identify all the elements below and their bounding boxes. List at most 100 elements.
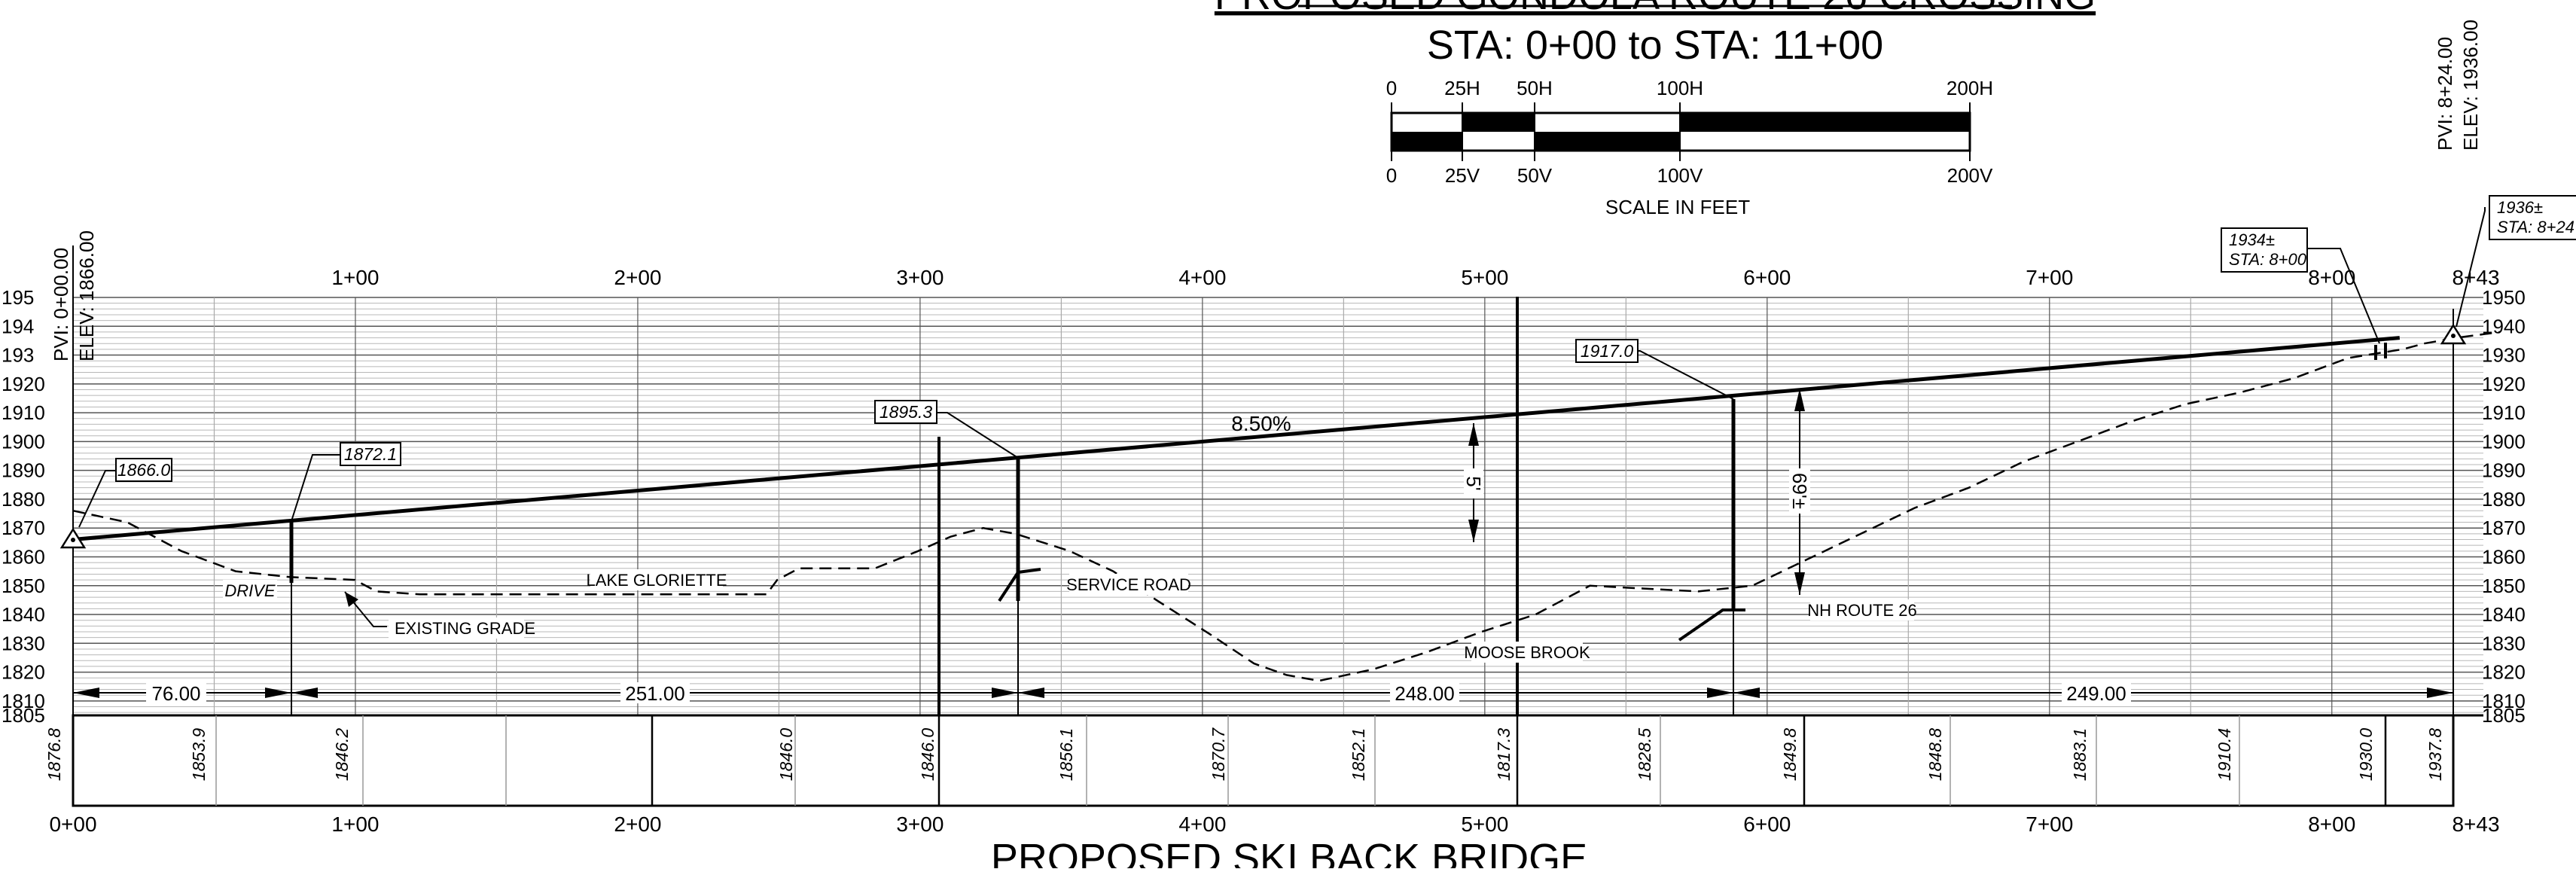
route-ramp — [1678, 608, 1745, 642]
callout-text: 1934± — [2229, 230, 2275, 249]
station-label: 8+00 — [2308, 266, 2355, 289]
elevation-labels-right: 1950194019301920191019001890188018701860… — [2482, 286, 2526, 727]
elev-label-left-clipped: 193 — [2, 344, 34, 367]
callout-text: 1936± — [2497, 198, 2543, 217]
station-label: 2+00 — [614, 266, 661, 289]
elev-label-right: 1805 — [2482, 704, 2526, 727]
pvi-start-point — [71, 538, 75, 542]
grade-elevation-value: 1853.9 — [189, 728, 209, 782]
dim-251: 251.00 — [620, 682, 690, 705]
station-label: 3+00 — [896, 266, 944, 289]
station-label-bottom: 7+00 — [2026, 813, 2073, 836]
callout-text: STA: 8+24 — [2497, 218, 2574, 236]
station-label-bottom: 3+00 — [896, 813, 944, 836]
grade-label: 8.50% — [1231, 412, 1291, 435]
elev-label-right: 1950 — [2482, 286, 2526, 309]
arrow — [1468, 423, 1479, 446]
elev-label-right: 1810 — [2482, 690, 2526, 712]
label-drive: DRIVE — [223, 580, 277, 601]
elev-label-left: 1810 — [2, 690, 45, 712]
leader-1872 — [291, 454, 340, 522]
leader-1917 — [1638, 350, 1734, 400]
profile-series — [72, 331, 2501, 682]
arrow — [291, 688, 318, 698]
callout-text: 1895.3 — [879, 402, 933, 422]
callout-box — [2221, 227, 2308, 273]
station-label-bottom: 2+00 — [614, 813, 661, 836]
arrow — [1468, 520, 1479, 542]
scale-h-25: 25H — [1444, 77, 1480, 99]
route-title: PROPOSED GONDOLA ROUTE 26 CROSSING — [1215, 0, 2096, 18]
label-mask — [1810, 599, 1914, 620]
elev-label-left: 1850 — [2, 575, 45, 597]
elev-label-right: 1920 — [2482, 373, 2526, 395]
arrow — [2427, 688, 2453, 698]
arrow — [1733, 688, 1760, 698]
elev-label-right: 1850 — [2482, 575, 2526, 597]
existing-grade-line — [72, 331, 2501, 682]
label-mask — [1471, 642, 1583, 663]
elev-label-right: 1860 — [2482, 545, 2526, 568]
grade-elevation-value: 1849.8 — [1780, 728, 1800, 782]
station-labels-top: 1+00 2+00 3+00 4+00 5+00 6+00 7+00 8+00 8+43 — [331, 266, 2499, 289]
leader-1936 — [2456, 207, 2486, 328]
elev-label-right: 1890 — [2482, 459, 2526, 482]
callout-box — [874, 400, 937, 424]
callout-text: 1872.1 — [344, 444, 397, 464]
arrow — [992, 688, 1018, 698]
service-road-ramp — [998, 568, 1041, 602]
arrow — [1707, 688, 1733, 698]
lake-label: LAKE GLORIETTE — [586, 571, 727, 590]
elev-label-right: 1910 — [2482, 401, 2526, 424]
elev-label-left: 1840 — [2, 603, 45, 626]
scale-h-200: 200H — [1946, 77, 1993, 99]
table-grid-lines — [215, 715, 2387, 806]
station-label: 1+00 — [331, 266, 379, 289]
table-values: 1876.8 1853.9 1846.2 1846.0 1846.0 1856.1 1870… — [44, 727, 2445, 782]
elev-label-left: 1890 — [2, 459, 45, 482]
elevation-labels-left: 1920 1910 1900 1890 1880 1870 1860 1850 1840 1830… — [2, 286, 45, 727]
grade-elevation-value: 1876.8 — [44, 728, 64, 782]
scale-v-50: 50V — [1517, 164, 1553, 187]
grade-elevation-value: 1846.0 — [776, 728, 796, 782]
elev-label-right: 1930 — [2482, 344, 2526, 367]
callout-1895: 1895.3 — [874, 400, 937, 424]
grade-elevation-value: 1870.7 — [1209, 727, 1228, 782]
dim-251-label: 251.00 — [625, 682, 685, 705]
scale-v-200: 200V — [1947, 164, 1993, 187]
drive-label: DRIVE — [224, 581, 276, 600]
scale-h-0: 0 — [1386, 77, 1397, 99]
scale-v-100: 100V — [1657, 164, 1703, 187]
station-label-bottom: 1+00 — [331, 813, 379, 836]
elev-label-right: 1830 — [2482, 632, 2526, 654]
label-service-road: SERVICE ROAD — [1066, 574, 1191, 595]
grade-elevation-value: 1848.8 — [1925, 728, 1945, 782]
pvi-end-station: PVI: 8+24.00 — [2434, 37, 2456, 151]
dim-248: 248.00 — [1390, 682, 1459, 705]
scale-v-0: 0 — [1386, 164, 1397, 187]
station-label: 6+00 — [1743, 266, 1791, 289]
callout-box — [2489, 195, 2576, 240]
label-mask — [1069, 574, 1188, 595]
elev-label-left-clipped: 195 — [2, 286, 34, 309]
elev-label-right: 1870 — [2482, 517, 2526, 539]
elev-label-left: 1830 — [2, 632, 45, 654]
callout-box — [1575, 339, 1639, 363]
label-mask — [1390, 682, 1459, 703]
elev-label-left: 1860 — [2, 545, 45, 568]
scale-bar-block-2 — [1680, 113, 1970, 132]
proposed-grade-line — [72, 336, 2401, 541]
leader-1934 — [2307, 248, 2380, 344]
grade-elevation-value: 1852.1 — [1349, 728, 1368, 781]
grade-elevation-value: 1937.8 — [2425, 728, 2445, 782]
pvi-start-elevation: ELEV: 1866.00 — [75, 230, 98, 361]
label-nh-route: NH ROUTE 26 — [1807, 599, 1917, 620]
nh-route-label: NH ROUTE 26 — [1807, 601, 1916, 620]
station-label-bottom: 0+00 — [49, 813, 96, 836]
leader-existing-grade — [344, 591, 387, 627]
label-clearance-5: 5' — [1462, 468, 1485, 499]
bridge-title: PROPOSED SKI BACK BRIDGE — [991, 836, 1587, 868]
label-mask — [146, 682, 206, 703]
moose-brook-label: MOOSE BROOK — [1464, 643, 1590, 662]
